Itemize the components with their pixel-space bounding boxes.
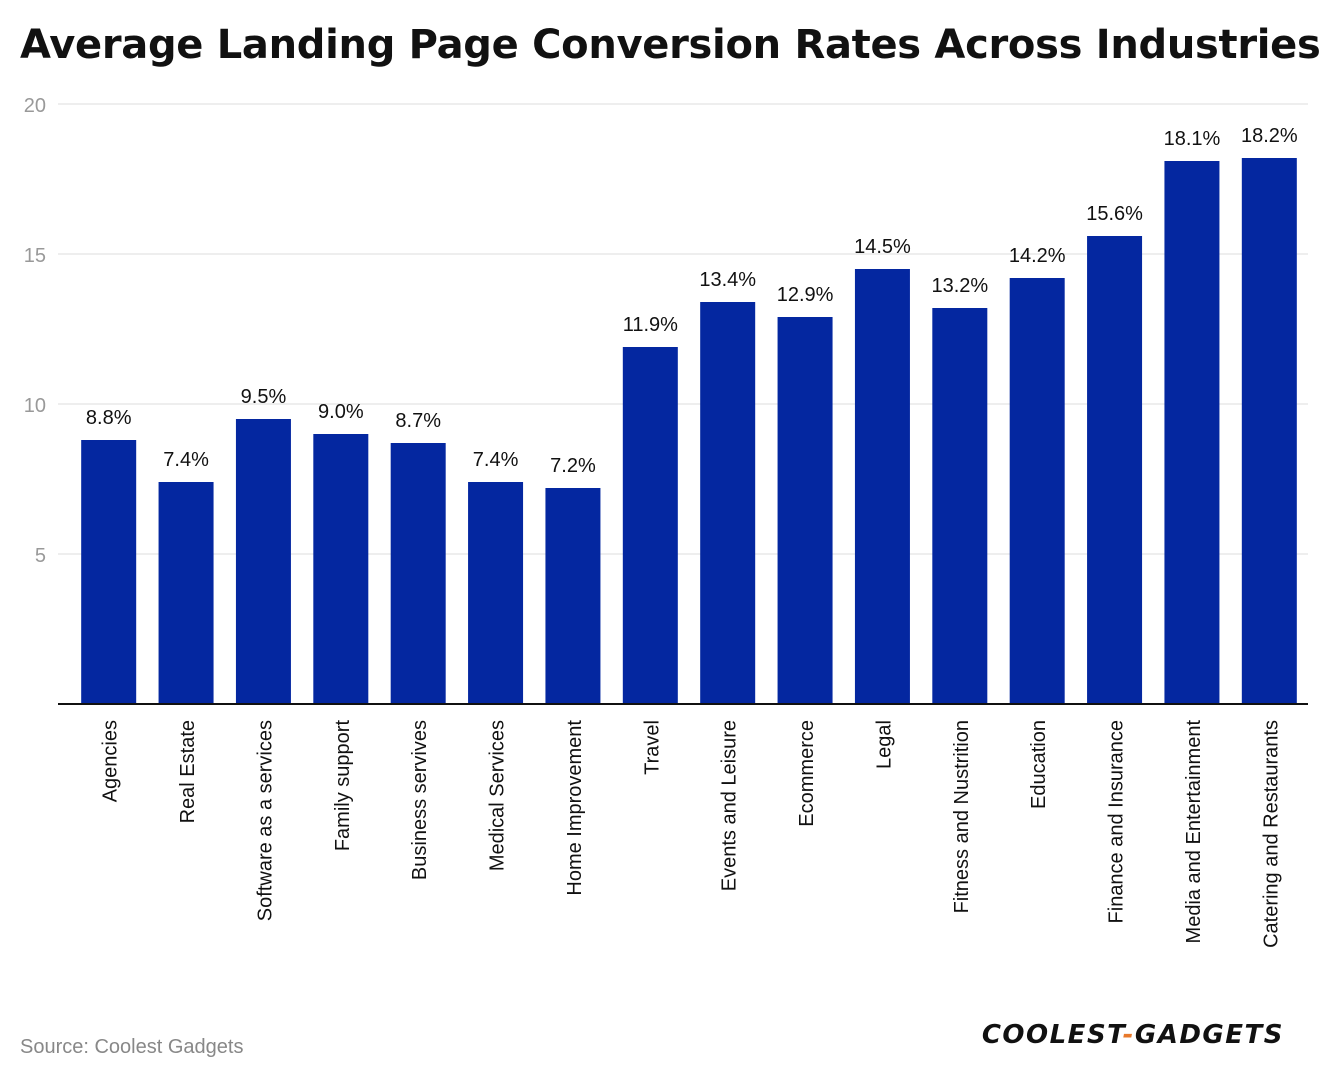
- bar: [777, 317, 833, 704]
- bar: [158, 482, 214, 704]
- x-tick-label: Education: [1028, 720, 1050, 809]
- bar: [235, 419, 291, 704]
- bar: [700, 302, 756, 704]
- logo-separator: -: [1122, 1020, 1135, 1050]
- x-tick-label: Agencies: [100, 720, 122, 802]
- data-label: 15.6%: [1086, 203, 1143, 225]
- data-label: 18.1%: [1164, 128, 1221, 150]
- x-tick-label: Travel: [641, 720, 663, 775]
- bar: [932, 308, 988, 704]
- logo-right: GADGETS: [1134, 1020, 1284, 1050]
- bar: [545, 488, 601, 704]
- data-label: 13.4%: [699, 269, 756, 291]
- y-tick-label: 10: [24, 395, 46, 417]
- y-axis-ticks: 5 10 15 20: [24, 95, 46, 567]
- x-tick-label: Legal: [873, 720, 895, 769]
- source-note: Source: Coolest Gadgets: [20, 1036, 244, 1058]
- x-tick-label: Finance and Insurance: [1106, 720, 1128, 923]
- data-label: 8.8%: [86, 407, 132, 429]
- bar: [468, 482, 524, 704]
- bar: [1087, 236, 1143, 704]
- x-tick-label: Real Estate: [177, 720, 199, 823]
- x-tick-label: Business servives: [409, 720, 431, 880]
- x-tick-label: Media and Entertainment: [1183, 720, 1205, 944]
- x-tick-label: Family support: [332, 720, 354, 852]
- bar: [622, 347, 678, 704]
- x-tick-label: Home Improvement: [564, 720, 586, 896]
- bar: [390, 443, 446, 704]
- data-label: 7.2%: [550, 455, 596, 477]
- y-tick-label: 15: [24, 245, 46, 267]
- data-label: 14.2%: [1009, 245, 1066, 267]
- data-label: 11.9%: [623, 314, 678, 336]
- y-tick-label: 20: [24, 95, 46, 117]
- data-label: 8.7%: [395, 410, 441, 432]
- data-label: 13.2%: [931, 275, 988, 297]
- data-label: 7.4%: [473, 449, 519, 471]
- brand-logo: COOLEST-GADGETS: [982, 1020, 1284, 1050]
- x-axis-labels: Agencies Real Estate Software as a service…: [100, 720, 1283, 948]
- data-label: 14.5%: [854, 236, 911, 258]
- x-tick-label: Ecommerce: [796, 720, 818, 827]
- y-tick-label: 5: [35, 545, 46, 567]
- x-tick-label: Medical Services: [487, 720, 509, 871]
- x-tick-label: Software as a services: [254, 720, 276, 921]
- bar: [1241, 158, 1297, 704]
- bar: [854, 269, 910, 704]
- data-label: 7.4%: [163, 449, 209, 471]
- chart-title: Average Landing Page Conversion Rates Ac…: [20, 22, 1321, 68]
- bar: [1164, 161, 1220, 704]
- bar: [313, 434, 369, 704]
- data-label: 12.9%: [777, 284, 834, 306]
- x-tick-label: Fitness and Nustrition: [951, 720, 973, 913]
- x-tick-label: Events and Leisure: [719, 720, 741, 891]
- logo-left: COOLEST: [981, 1020, 1123, 1050]
- x-tick-label: Catering and Restaurants: [1260, 720, 1282, 948]
- data-label: 18.2%: [1241, 125, 1298, 147]
- data-label: 9.5%: [241, 386, 287, 408]
- bar: [81, 440, 137, 704]
- bars: [81, 158, 1297, 704]
- bar: [1009, 278, 1065, 704]
- data-labels: 8.8% 7.4% 9.5% 9.0% 8.7% 7.4% 7.2% 11.9% 13.4% 12…: [86, 125, 1298, 477]
- data-label: 9.0%: [318, 401, 364, 423]
